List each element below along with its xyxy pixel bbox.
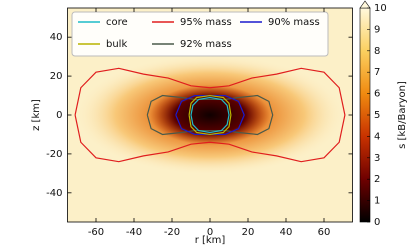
- colorbar-tick-label: 10: [374, 3, 387, 14]
- legend-label: bulk: [106, 39, 127, 50]
- contour-line: [190, 96, 230, 134]
- y-tick-label: -20: [46, 149, 62, 160]
- legend-label: 92% mass: [180, 39, 232, 50]
- x-tick-label: -20: [164, 227, 180, 238]
- colorbar-tick-label: 0: [374, 217, 380, 228]
- colorbar-tick-label: 8: [374, 46, 380, 57]
- colorbar-tick-label: 1: [374, 196, 380, 207]
- y-axis-label: z [km]: [31, 99, 42, 131]
- contour-line: [175, 94, 245, 136]
- legend-label: 90% mass: [268, 17, 320, 28]
- colorbar-tick-label: 6: [374, 89, 380, 100]
- x-tick-label: 0: [207, 227, 213, 238]
- y-tick-label: 40: [50, 32, 63, 43]
- colorbar-tick-label: 5: [374, 110, 380, 121]
- x-tick-label: 60: [318, 227, 331, 238]
- colorbar-tick-label: 9: [374, 24, 380, 35]
- legend-label: core: [106, 17, 128, 28]
- y-tick-label: 0: [56, 110, 62, 121]
- legend-label: 95% mass: [180, 17, 232, 28]
- contour-line: [146, 94, 274, 136]
- contour-line: [188, 94, 232, 136]
- colorbar-extend: [359, 0, 371, 9]
- colorbar-tick-label: 2: [374, 174, 380, 185]
- legend: [71, 11, 329, 57]
- x-axis-label: r [km]: [195, 235, 226, 246]
- colorbar-tick-label: 7: [374, 67, 380, 78]
- colorbar-tick-label: 4: [374, 131, 380, 142]
- contour-line: [74, 67, 346, 163]
- x-tick-label: -40: [126, 227, 142, 238]
- colorbar-tick-label: 3: [374, 153, 380, 164]
- x-tick-label: -60: [88, 227, 104, 238]
- x-tick-label: 40: [280, 227, 293, 238]
- colorbar-label: s [kB/Baryon]: [397, 81, 408, 149]
- y-tick-label: -40: [46, 188, 62, 199]
- x-tick-label: 20: [242, 227, 255, 238]
- y-tick-label: 20: [50, 71, 63, 82]
